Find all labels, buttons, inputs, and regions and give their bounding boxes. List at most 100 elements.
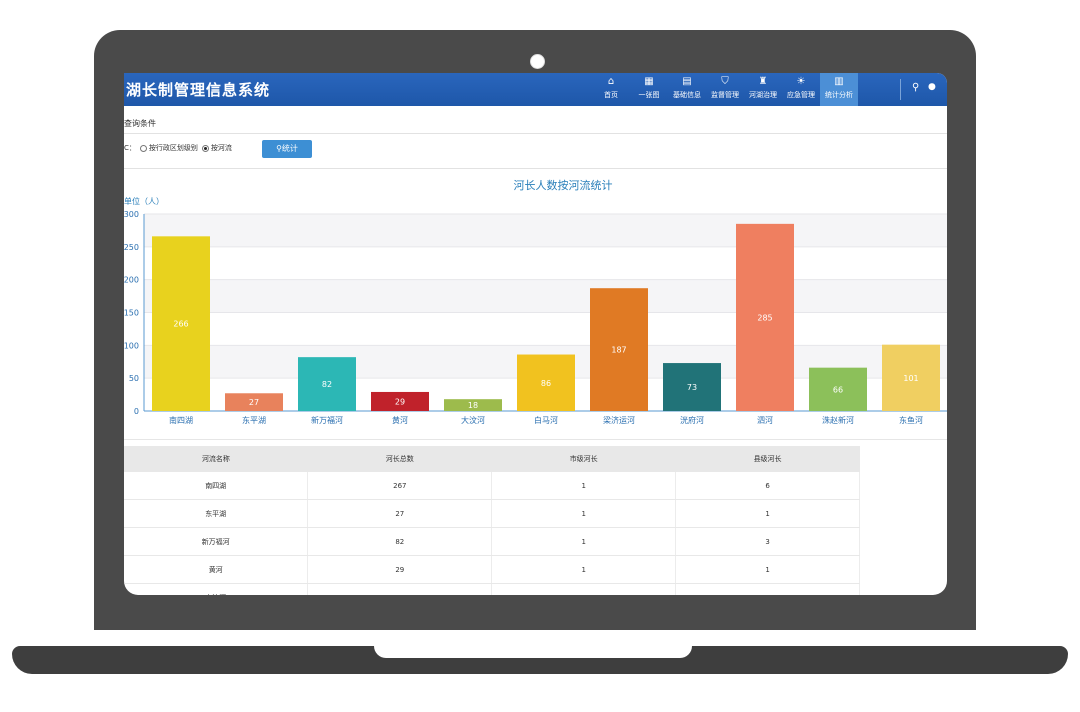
nav-map[interactable]: ▦ 一张图: [630, 73, 668, 106]
x-tick-label: 黄河: [392, 415, 408, 425]
x-tick-label: 东平湖: [242, 415, 266, 425]
cell-river: 东平湖: [124, 499, 309, 528]
bar: [298, 357, 356, 411]
statistics-button[interactable]: ⚲统计: [262, 140, 312, 158]
cell-total: 82: [307, 527, 493, 556]
top-bar: 湖长制管理信息系统 ⌂ 首页 ▦ 一张图 ▤ 基础信息 ⛉ 监督管理 ♜ 河湖治…: [124, 73, 947, 106]
table-row[interactable]: 黄河 29 1 1: [124, 555, 860, 584]
chart-title: 河长人数按河流统计: [514, 178, 613, 192]
cell-county: 1: [675, 499, 860, 528]
user-icon[interactable]: ●: [928, 82, 936, 92]
laptop-notch: [374, 646, 692, 658]
search-icon[interactable]: ⚲: [912, 82, 920, 93]
nav-supervision[interactable]: ⛉ 监督管理: [706, 73, 744, 106]
bar-value-label: 101: [903, 374, 918, 383]
cell-city: 1: [491, 499, 677, 528]
bar-value-label: 73: [687, 383, 697, 392]
main-nav: ⌂ 首页 ▦ 一张图 ▤ 基础信息 ⛉ 监督管理 ♜ 河湖治理 ☀ 应急管理: [592, 73, 858, 106]
nav-basic-info[interactable]: ▤ 基础信息: [668, 73, 706, 106]
cell-river: 大汶河: [124, 583, 309, 595]
bar: [809, 367, 867, 411]
bar-value-label: 285: [757, 313, 772, 322]
statistics-button-label: 统计: [281, 144, 298, 153]
cell-county: 6: [675, 472, 860, 500]
cell-city: 1: [491, 583, 677, 595]
home-icon: ⌂: [607, 76, 615, 87]
nav-home[interactable]: ⌂ 首页: [592, 73, 630, 106]
grid-band: [144, 214, 947, 247]
chart-icon: ▥: [834, 76, 844, 87]
nav-label: 应急管理: [787, 91, 815, 99]
header-city[interactable]: 市级河长: [491, 446, 676, 472]
cell-county: 3: [675, 527, 860, 556]
x-tick-label: 东鱼河: [899, 415, 923, 425]
app-screen: 湖长制管理信息系统 ⌂ 首页 ▦ 一张图 ▤ 基础信息 ⛉ 监督管理 ♜ 河湖治…: [124, 73, 947, 595]
x-tick-label: 洸府河: [680, 415, 704, 425]
cell-city: 1: [491, 555, 677, 584]
radio-by-river[interactable]: [201, 144, 209, 152]
x-tick-label: 南四湖: [169, 415, 193, 425]
x-tick-label: 梁济运河: [603, 415, 635, 425]
bar: [444, 399, 502, 411]
y-tick-label: 300: [124, 210, 139, 219]
bar: [152, 236, 210, 411]
header-river-name[interactable]: 河流名称: [124, 446, 308, 472]
bar: [590, 288, 648, 411]
x-tick-label: 新万福河: [311, 415, 343, 425]
cell-county: 1: [675, 555, 860, 584]
cell-total: 267: [307, 472, 493, 500]
bar-value-label: 29: [395, 397, 405, 406]
x-tick-label: 洙赵新河: [822, 415, 854, 425]
bar: [882, 344, 940, 411]
divider: [124, 133, 947, 134]
header-total[interactable]: 河长总数: [307, 446, 492, 472]
y-tick-label: 100: [124, 341, 139, 350]
map-icon: ▦: [644, 76, 654, 87]
table-row[interactable]: 新万福河 82 1 3: [124, 527, 860, 556]
cell-total: 27: [307, 499, 493, 528]
bar: [225, 393, 283, 411]
nav-statistics[interactable]: ▥ 统计分析: [820, 73, 858, 106]
radio-admin-level[interactable]: [139, 144, 147, 152]
nav-governance[interactable]: ♜ 河湖治理: [744, 73, 782, 106]
nav-label: 首页: [604, 91, 618, 99]
document-icon: ▤: [682, 76, 692, 87]
cell-county: 1: [675, 583, 860, 595]
header-county[interactable]: 县级河长: [675, 446, 860, 472]
x-tick-label: 泗河: [757, 415, 773, 425]
divider: [124, 168, 947, 169]
table-row[interactable]: 东平湖 27 1 1: [124, 499, 860, 528]
cell-river: 南四湖: [124, 472, 309, 500]
bar: [736, 223, 794, 411]
bar: [517, 354, 575, 411]
shield-icon: ⛉: [721, 76, 729, 87]
alarm-icon: ☀: [796, 76, 806, 87]
radio-by-river-label[interactable]: 按河流: [210, 144, 232, 152]
divider: [124, 439, 947, 440]
river-chart: 河长人数按河流统计 单位（人） 0 50 100 150 200 250 300 266 南四湖 27…: [124, 173, 947, 435]
y-tick-label: 0: [134, 407, 139, 416]
nav-emergency[interactable]: ☀ 应急管理: [782, 73, 820, 106]
building-icon: ♜: [758, 76, 768, 87]
cell-city: 1: [491, 527, 677, 556]
cell-city: 1: [491, 472, 677, 500]
y-axis-label: 单位（人）: [124, 196, 164, 206]
x-tick-label: 白马河: [534, 415, 558, 425]
bar-value-label: 187: [611, 346, 626, 355]
webcam-icon: [530, 54, 545, 69]
y-tick-label: 250: [124, 243, 139, 252]
radio-admin-level-label[interactable]: 按行政区划级别: [148, 144, 198, 152]
bar-value-label: 27: [249, 398, 259, 407]
nav-divider: [900, 79, 901, 100]
y-tick-label: 150: [124, 309, 139, 318]
filter-row: C： 按行政区划级别 按河流: [124, 143, 232, 153]
nav-label: 监督管理: [711, 91, 739, 99]
cell-total: 18: [307, 583, 493, 595]
table-row[interactable]: 大汶河 18 1 1: [124, 583, 860, 595]
app-title: 湖长制管理信息系统: [126, 81, 271, 99]
stats-table: 河流名称 河长总数 市级河长 县级河长 南四湖 267 1 6 东平湖 27 1…: [124, 446, 860, 595]
grid-band: [144, 312, 947, 346]
table-row[interactable]: 南四湖 267 1 6: [124, 472, 860, 500]
nav-label: 河湖治理: [749, 91, 777, 99]
